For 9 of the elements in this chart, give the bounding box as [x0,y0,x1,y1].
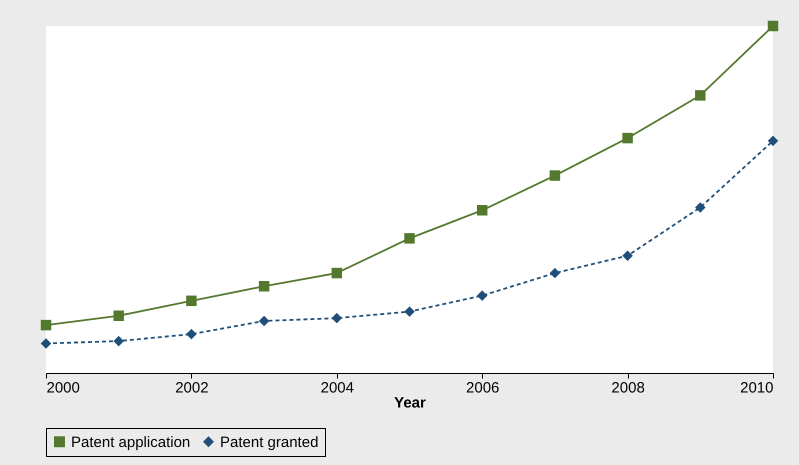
legend-label: Patent application [71,434,190,451]
x-tick-label: 2006 [466,380,500,396]
legend-label: Patent granted [220,434,318,451]
x-tick-label: 2002 [175,380,209,396]
x-tick-label: 2000 [46,380,80,396]
x-tick-label: 2010 [740,380,774,396]
x-tick-label: 2008 [611,380,645,396]
x-tick-label: 2004 [320,380,354,396]
x-axis-title: Year [394,394,426,412]
